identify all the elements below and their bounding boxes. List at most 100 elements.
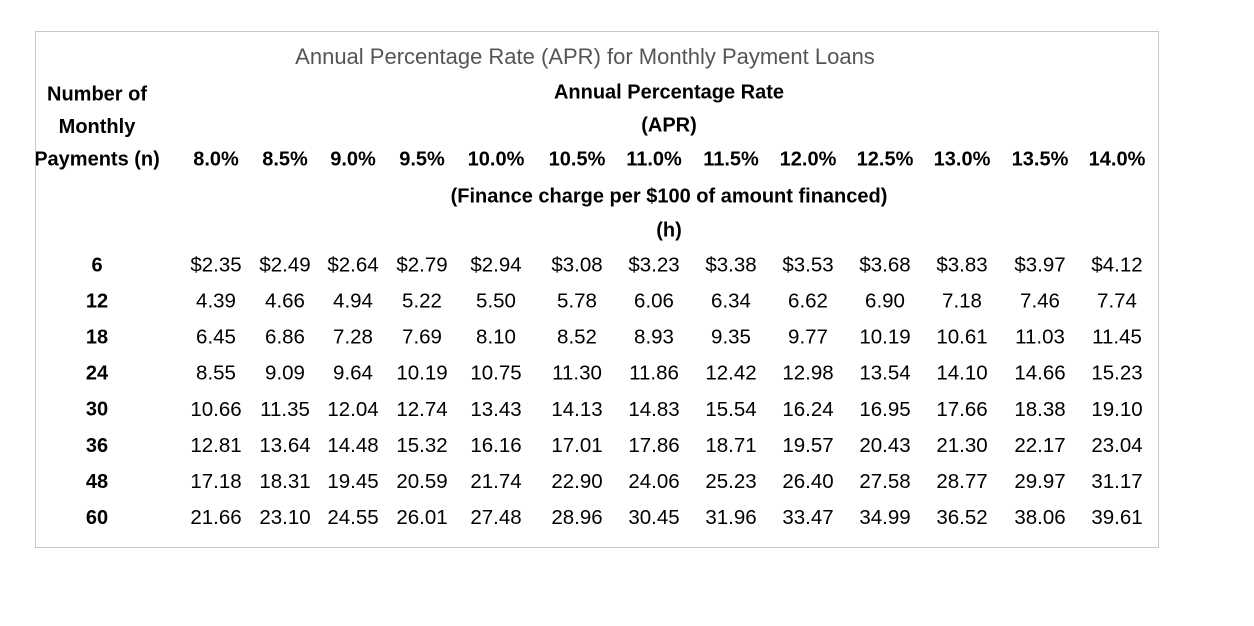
cell: 14.13	[551, 398, 602, 421]
n-label: Number of	[47, 83, 147, 105]
rate-label: Annual Percentage Rate	[554, 81, 784, 103]
rate-header: 12.5%	[857, 148, 914, 170]
cell: 22.90	[551, 470, 602, 493]
cell: 18.71	[705, 434, 756, 457]
row-label: 36	[86, 435, 108, 457]
cell: 27.48	[470, 506, 521, 529]
cell: 9.09	[265, 362, 305, 385]
cell: 24.55	[327, 506, 378, 529]
n-label: Monthly	[59, 116, 137, 138]
cell: 18.38	[1014, 398, 1065, 421]
cell: 4.66	[265, 290, 305, 313]
cell: 29.97	[1014, 470, 1065, 493]
cell: 21.74	[470, 470, 521, 493]
cell: 8.55	[196, 362, 236, 385]
cell: 11.35	[260, 398, 310, 421]
cell: 10.19	[396, 362, 447, 385]
cell: 6.34	[711, 290, 751, 313]
cell: 5.50	[476, 290, 516, 313]
cell: 13.64	[259, 434, 310, 457]
table-frame	[35, 31, 1159, 548]
cell: 5.22	[402, 290, 442, 313]
cell: 17.01	[551, 434, 602, 457]
cell: 21.30	[936, 434, 987, 457]
cell: 5.78	[557, 290, 597, 313]
cell: 4.94	[333, 290, 373, 313]
finance-label: (Finance charge per $100 of amount finan…	[451, 185, 888, 207]
cell: 10.75	[470, 362, 521, 385]
cell: 23.04	[1091, 434, 1142, 457]
cell: $2.79	[396, 253, 447, 276]
cell: 33.47	[782, 506, 833, 529]
cell: 9.77	[788, 326, 828, 349]
cell: 27.58	[859, 470, 910, 493]
rate-header: 14.0%	[1089, 148, 1146, 170]
row-label: 18	[86, 326, 108, 348]
row-label: 12	[86, 290, 108, 312]
cell: $2.94	[470, 253, 521, 276]
cell: 6.86	[265, 326, 305, 349]
cell: 10.66	[190, 398, 241, 421]
cell: 10.19	[859, 326, 910, 349]
cell: 10.61	[936, 326, 987, 349]
cell: 9.64	[333, 362, 373, 385]
rate-header: 8.0%	[193, 148, 239, 170]
cell: 36.52	[936, 506, 987, 529]
table-title: Annual Percentage Rate (APR) for Monthly…	[295, 44, 875, 69]
cell: 19.57	[782, 434, 833, 457]
cell: 26.40	[782, 470, 833, 493]
row-label: 6	[91, 254, 102, 276]
cell: 8.93	[634, 326, 674, 349]
cell: 21.66	[190, 506, 241, 529]
cell: 4.39	[196, 290, 236, 313]
cell: 14.48	[327, 434, 378, 457]
cell: 38.06	[1014, 506, 1065, 529]
cell: 16.16	[470, 434, 521, 457]
cell: 11.30	[552, 362, 602, 385]
rate-header: 8.5%	[262, 148, 308, 170]
cell: $2.35	[190, 253, 241, 276]
cell: 23.10	[259, 506, 310, 529]
cell: 20.43	[859, 434, 910, 457]
finance-label: (h)	[656, 219, 682, 241]
cell: 9.35	[711, 326, 751, 349]
cell: 13.54	[859, 362, 910, 385]
cell: 6.62	[788, 290, 828, 313]
cell: 28.77	[936, 470, 987, 493]
cell: 19.45	[327, 470, 378, 493]
cell: 6.45	[196, 326, 236, 349]
cell: 30.45	[628, 506, 679, 529]
cell: $3.83	[936, 253, 987, 276]
cell: $2.49	[259, 253, 310, 276]
cell: $3.23	[628, 253, 679, 276]
cell: $3.53	[782, 253, 833, 276]
rate-header: 10.5%	[549, 148, 606, 170]
cell: 39.61	[1091, 506, 1142, 529]
cell: 6.90	[865, 290, 905, 313]
row-label: 24	[86, 363, 109, 385]
cell: $3.08	[551, 253, 602, 276]
cell: 19.10	[1091, 398, 1142, 421]
cell: 14.83	[628, 398, 679, 421]
cell: 12.98	[782, 362, 833, 385]
row-label: 30	[86, 399, 108, 421]
cell: 17.86	[628, 434, 679, 457]
n-label: Payments (n)	[34, 148, 160, 170]
cell: 16.24	[782, 398, 833, 421]
rate-header: 13.0%	[934, 148, 991, 170]
rate-header: 11.5%	[703, 148, 759, 170]
cell: 28.96	[551, 506, 602, 529]
cell: 15.32	[396, 434, 447, 457]
cell: 12.74	[396, 398, 447, 421]
cell: 16.95	[859, 398, 910, 421]
cell: 7.28	[333, 326, 373, 349]
cell: 12.42	[705, 362, 756, 385]
cell: $2.64	[327, 253, 378, 276]
table: Annual Percentage Rate (APR) for Monthly…	[34, 44, 1146, 529]
cell: 7.46	[1020, 290, 1060, 313]
cell: 31.17	[1091, 470, 1142, 493]
rate-header: 9.0%	[330, 148, 376, 170]
cell: 14.66	[1014, 362, 1065, 385]
row-label: 48	[86, 471, 108, 493]
